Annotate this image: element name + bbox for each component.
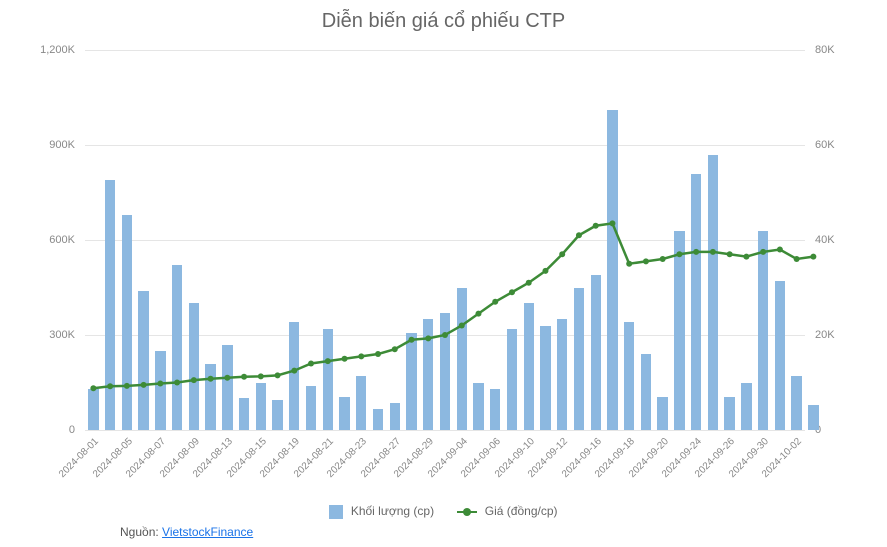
price-marker	[124, 383, 130, 389]
price-marker	[90, 385, 96, 391]
price-marker	[542, 268, 548, 274]
price-marker	[660, 256, 666, 262]
price-marker	[459, 323, 465, 329]
price-marker	[777, 247, 783, 253]
y-left-tick-label: 0	[69, 424, 75, 436]
price-marker	[743, 254, 749, 260]
price-marker	[676, 251, 682, 257]
y-right-tick-label: 80K	[815, 44, 835, 56]
y-right-tick-label: 60K	[815, 139, 835, 151]
price-marker	[141, 382, 147, 388]
price-marker	[157, 380, 163, 386]
y-left-tick-label: 1,200K	[40, 44, 75, 56]
price-marker	[727, 251, 733, 257]
y-right-tick-label: 40K	[815, 234, 835, 246]
price-marker	[308, 361, 314, 367]
price-marker	[325, 358, 331, 364]
price-marker	[208, 376, 214, 382]
legend-label-volume: Khối lượng (cp)	[351, 504, 434, 518]
legend-label-price: Giá (đồng/cp)	[485, 504, 558, 518]
chart-container: Diễn biến giá cổ phiếu CTP 00300K20K600K…	[0, 0, 887, 547]
price-marker	[241, 374, 247, 380]
price-marker	[760, 249, 766, 255]
price-line	[93, 223, 813, 388]
source-prefix: Nguồn:	[120, 525, 162, 539]
price-marker	[794, 256, 800, 262]
price-marker	[475, 311, 481, 317]
chart-title: Diễn biến giá cổ phiếu CTP	[0, 10, 887, 33]
y-left-tick-label: 600K	[49, 234, 75, 246]
price-marker	[275, 372, 281, 378]
price-marker	[375, 351, 381, 357]
line-layer	[85, 50, 805, 430]
price-marker	[191, 377, 197, 383]
legend-item-price: Giá (đồng/cp)	[457, 504, 557, 518]
y-left-tick-label: 300K	[49, 329, 75, 341]
price-marker	[576, 232, 582, 238]
gridline	[85, 430, 805, 431]
x-axis-labels: 2024-08-012024-08-052024-08-072024-08-09…	[85, 432, 805, 502]
price-marker	[224, 375, 230, 381]
price-marker	[291, 368, 297, 374]
legend-swatch-bar	[329, 505, 343, 519]
price-marker	[593, 223, 599, 229]
y-right-tick-label: 20K	[815, 329, 835, 341]
source-link[interactable]: VietstockFinance	[162, 525, 253, 539]
price-marker	[492, 299, 498, 305]
legend-item-volume: Khối lượng (cp)	[329, 504, 434, 519]
price-marker	[425, 335, 431, 341]
source-line: Nguồn: VietstockFinance	[120, 525, 253, 539]
y-left-tick-label: 900K	[49, 139, 75, 151]
price-marker	[626, 261, 632, 267]
price-marker	[174, 380, 180, 386]
plot-area: 00300K20K600K40K900K60K1,200K80K	[85, 50, 805, 430]
price-marker	[509, 289, 515, 295]
price-marker	[442, 332, 448, 338]
price-marker	[107, 383, 113, 389]
legend: Khối lượng (cp) Giá (đồng/cp)	[0, 504, 887, 519]
price-marker	[342, 356, 348, 362]
price-marker	[693, 249, 699, 255]
price-marker	[258, 373, 264, 379]
price-marker	[609, 220, 615, 226]
price-marker	[810, 254, 816, 260]
price-marker	[392, 346, 398, 352]
price-marker	[559, 251, 565, 257]
price-marker	[358, 353, 364, 359]
price-marker	[409, 337, 415, 343]
price-marker	[526, 280, 532, 286]
volume-bar	[808, 405, 818, 430]
price-marker	[710, 249, 716, 255]
legend-swatch-line	[457, 511, 477, 513]
price-marker	[643, 258, 649, 264]
